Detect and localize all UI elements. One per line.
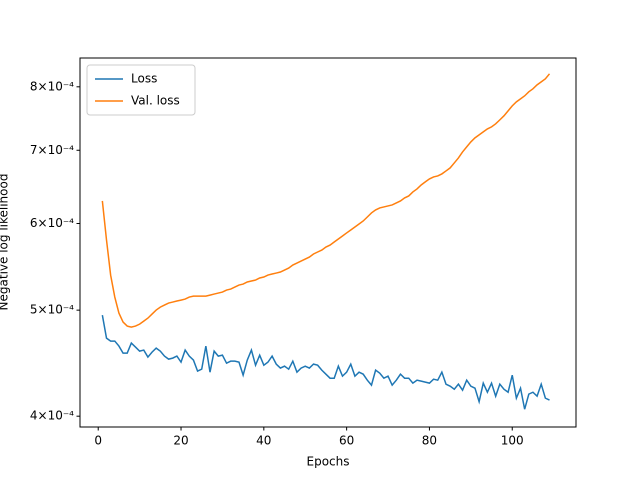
x-tick-label: 0 [94, 434, 102, 448]
y-axis-label: Negative log likelihood [0, 174, 11, 311]
x-tick-label: 60 [339, 434, 354, 448]
legend-label: Val. loss [131, 94, 180, 108]
legend-box [86, 64, 196, 116]
x-tick-label: 20 [173, 434, 188, 448]
y-tick-label: 4×10⁻⁴ [30, 409, 74, 423]
x-tick-label: 100 [501, 434, 524, 448]
legend-label: Loss [131, 72, 157, 86]
y-tick-label: 8×10⁻⁴ [30, 79, 74, 93]
series-line [101, 73, 551, 328]
x-axis-label: Epochs [307, 455, 350, 469]
y-tick-label: 6×10⁻⁴ [30, 216, 74, 230]
y-tick-label: 7×10⁻⁴ [30, 143, 74, 157]
y-tick-label: 5×10⁻⁴ [30, 303, 74, 317]
series-line [101, 314, 550, 410]
axes-frame [79, 57, 577, 428]
x-tick-label: 80 [422, 434, 437, 448]
x-tick-label: 40 [256, 434, 271, 448]
